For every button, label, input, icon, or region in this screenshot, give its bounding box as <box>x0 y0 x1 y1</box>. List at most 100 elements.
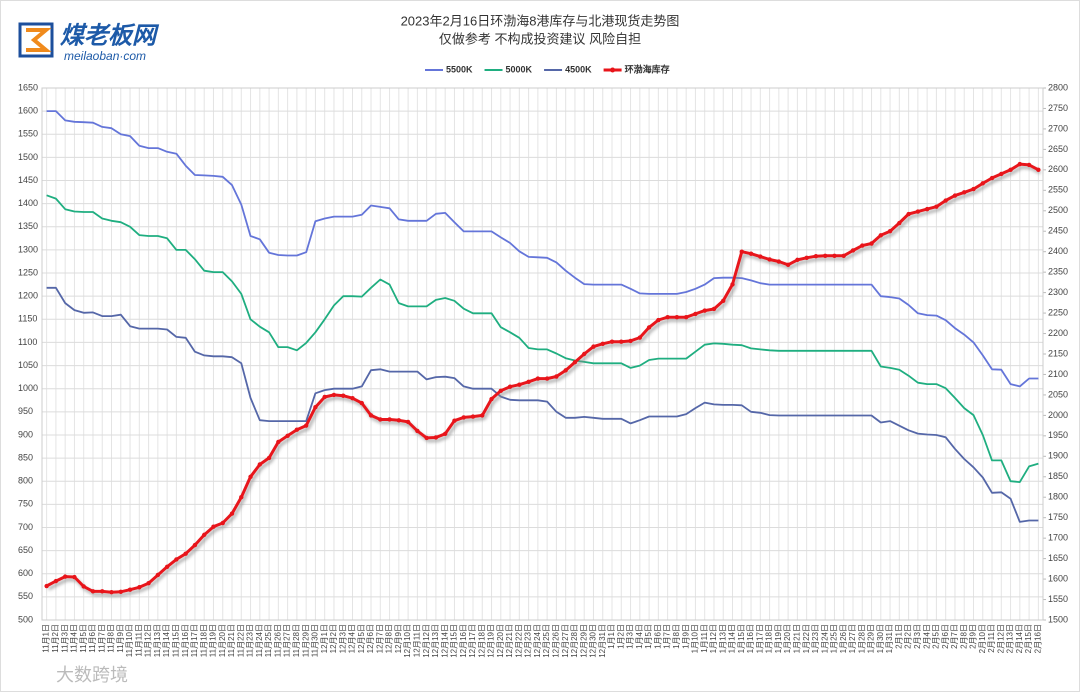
point-marker <box>248 474 253 479</box>
x-tick-label: 11月7日 <box>97 624 106 653</box>
point-marker <box>924 206 930 212</box>
x-tick-label: 12月10日 <box>403 624 412 658</box>
y-tick-label: 1250 <box>18 267 38 277</box>
legend-marker <box>610 67 616 73</box>
point-marker <box>489 396 494 402</box>
x-tick-label: 1月14日 <box>728 624 737 653</box>
point-marker <box>359 400 364 406</box>
x-tick-label: 12月27日 <box>561 624 570 658</box>
x-tick-label: 11月19日 <box>209 624 218 657</box>
x-tick-label: 2月1日 <box>894 624 903 649</box>
y2-tick-label: 2050 <box>1048 389 1068 399</box>
point-marker <box>572 359 578 365</box>
x-tick-label: 11月2日 <box>51 624 60 653</box>
y2-tick-label: 1850 <box>1048 471 1068 481</box>
x-tick-label: 12月7日 <box>375 624 384 653</box>
y-tick-label: 800 <box>18 476 33 486</box>
x-tick-label: 1月10日 <box>691 624 700 653</box>
point-marker <box>526 379 531 385</box>
point-marker <box>943 198 948 203</box>
point-marker <box>507 384 513 389</box>
x-tick-label: 1月2日 <box>616 624 625 649</box>
x-tick-label: 11月14日 <box>162 624 171 657</box>
x-tick-label: 12月23日 <box>524 624 533 658</box>
x-tick-label: 11月8日 <box>107 624 116 653</box>
x-tick-label: 1月8日 <box>672 624 681 649</box>
point-marker <box>609 339 615 344</box>
x-tick-label: 2月10日 <box>978 624 987 653</box>
x-tick-label: 12月31日 <box>598 624 607 658</box>
x-tick-label: 1月24日 <box>820 624 829 653</box>
y-tick-label: 1150 <box>18 314 37 324</box>
point-marker <box>897 220 902 226</box>
x-tick-label: 11月11日 <box>134 624 143 657</box>
x-tick-label: 2月3日 <box>913 624 922 649</box>
point-marker <box>229 511 235 516</box>
x-tick-label: 2月13日 <box>1006 624 1015 653</box>
point-marker <box>109 589 114 595</box>
x-tick-label: 1月13日 <box>718 624 727 653</box>
y2-tick-label: 1600 <box>1048 573 1068 583</box>
x-tick-label: 11月22日 <box>236 624 245 657</box>
x-tick-label: 2月12日 <box>996 624 1005 653</box>
x-tick-label: 12月22日 <box>514 624 523 658</box>
y2-tick-label: 2200 <box>1048 328 1068 338</box>
x-tick-label: 12月14日 <box>440 624 449 658</box>
point-marker <box>971 186 976 192</box>
y-tick-label: 1600 <box>18 106 38 116</box>
point-marker <box>127 587 133 592</box>
x-tick-label: 12月11日 <box>412 624 421 657</box>
y2-tick-label: 2800 <box>1048 82 1068 92</box>
x-tick-label: 11月30日 <box>311 624 320 657</box>
point-marker <box>832 253 837 258</box>
point-marker <box>90 589 96 594</box>
point-marker <box>683 314 689 320</box>
series-line <box>46 110 1039 388</box>
logo-url: meilaoban·com <box>64 49 146 63</box>
point-marker <box>285 433 290 439</box>
x-tick-label: 2月6日 <box>941 624 950 649</box>
y2-tick-label: 1800 <box>1048 492 1068 502</box>
point-marker <box>1026 162 1032 168</box>
point-marker <box>276 439 281 445</box>
x-tick-label: 2月5日 <box>932 624 941 649</box>
point-marker <box>396 418 402 423</box>
x-tick-label: 11月23日 <box>246 624 255 657</box>
point-marker <box>776 259 782 264</box>
x-tick-label: 12月9日 <box>394 624 403 653</box>
x-tick-label: 1月1日 <box>607 624 616 649</box>
y-tick-label: 1500 <box>18 152 38 162</box>
x-tick-label: 1月19日 <box>774 624 783 653</box>
x-tick-label: 2月11日 <box>987 624 996 653</box>
point-marker <box>452 418 457 423</box>
x-tick-label: 12月5日 <box>357 624 366 653</box>
logo-mark <box>26 28 52 52</box>
x-tick-label: 1月25日 <box>830 624 839 653</box>
x-tick-label: 2月8日 <box>959 624 968 649</box>
point-marker <box>257 462 263 467</box>
series-line <box>46 194 1039 483</box>
x-tick-label: 11月29日 <box>301 624 310 657</box>
x-tick-label: 12月19日 <box>487 624 496 658</box>
point-marker <box>266 455 272 461</box>
plot-frame <box>41 87 1044 621</box>
point-marker <box>1017 161 1023 167</box>
point-marker <box>656 317 661 323</box>
y2-tick-label: 2250 <box>1048 307 1068 317</box>
point-marker <box>442 431 448 436</box>
series-line <box>46 286 1039 523</box>
x-tick-label: 1月30日 <box>876 624 885 653</box>
point-marker <box>341 393 346 398</box>
point-marker <box>220 520 225 526</box>
point-marker <box>378 417 383 422</box>
x-tick-label: 2月16日 <box>1033 624 1042 653</box>
point-marker <box>841 253 846 258</box>
x-tick-label: 1月9日 <box>681 624 690 649</box>
point-marker <box>952 193 958 198</box>
x-tick-label: 1月29日 <box>867 624 876 653</box>
x-tick-label: 1月28日 <box>857 624 866 653</box>
x-tick-label: 1月31日 <box>885 624 894 653</box>
point-marker <box>118 589 123 594</box>
